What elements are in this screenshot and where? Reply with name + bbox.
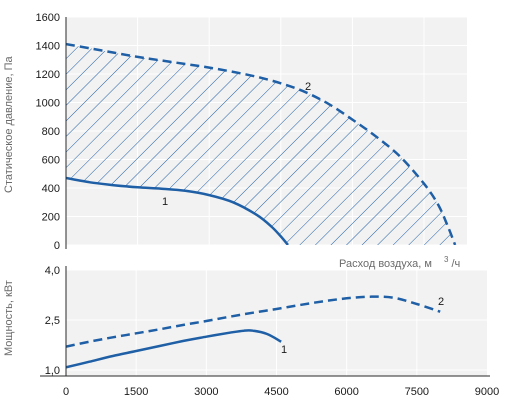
pressure-y-tick-label: 1000 [36, 98, 60, 110]
x-tick-label: 6000 [334, 386, 358, 398]
x-axis-title: Расход воздуха, м 3 /ч [339, 253, 460, 270]
pressure-curve-2 [66, 42, 457, 245]
pressure-y-tick-label: 1200 [36, 69, 60, 81]
power-curve-2 [66, 295, 441, 348]
power-curve-2-label: 2 [438, 296, 444, 308]
power-curve-1-label: 1 [281, 344, 287, 356]
x-tick-label: 7500 [405, 386, 429, 398]
pressure-panel: 1600 1400 1200 1000 800 600 400 200 0 1 2 Статич… [3, 12, 467, 270]
pressure-y-ticks: 1600 1400 1200 1000 800 600 400 200 0 [36, 12, 60, 252]
x-tick-label: 4500 [264, 386, 288, 398]
power-curve-1 [66, 329, 282, 369]
pressure-curve-1-label: 1 [162, 196, 168, 208]
x-tick-label: 1500 [124, 386, 148, 398]
pressure-y-tick-label: 1400 [36, 41, 60, 53]
power-y-axis-title: Мощность, кВт [3, 280, 15, 356]
pressure-y-axis-title: Статическое давление, Па [3, 55, 15, 193]
power-gridlines [66, 269, 487, 376]
x-tick-label: 0 [63, 386, 69, 398]
x-axis-title-sup: 3 [444, 255, 449, 264]
operating-range-hatch [66, 44, 456, 245]
pressure-y-tick-label: 200 [42, 212, 60, 224]
power-y-tick-label: 1,0 [45, 365, 60, 377]
power-y-ticks: 4,0 2,5 1,0 [45, 265, 60, 377]
pressure-curve-2-label: 2 [305, 81, 311, 93]
power-panel: 4,02,51,0 0 1500 3000 4500 6000 7500 9000 1 2 … [3, 265, 499, 398]
pressure-y-tick-label: 1600 [36, 12, 60, 24]
x-axis-title-main: Расход воздуха, м [339, 258, 432, 270]
x-tick-label: 3000 [194, 386, 218, 398]
pressure-y-tick-label: 0 [54, 240, 60, 252]
pressure-curve-1 [66, 176, 289, 245]
pressure-y-tick-label: 400 [42, 183, 60, 195]
x-axis-title-unit: /ч [452, 258, 461, 270]
x-ticks: 0 1500 3000 4500 6000 7500 9000 [63, 386, 499, 398]
x-tick-label: 9000 [475, 386, 499, 398]
pressure-y-tick-label: 600 [42, 155, 60, 167]
power-y-tick-label: 4,0 [45, 265, 60, 277]
power-y-tick-label: 2,5 [45, 315, 60, 327]
pressure-y-tick-label: 800 [42, 126, 60, 138]
